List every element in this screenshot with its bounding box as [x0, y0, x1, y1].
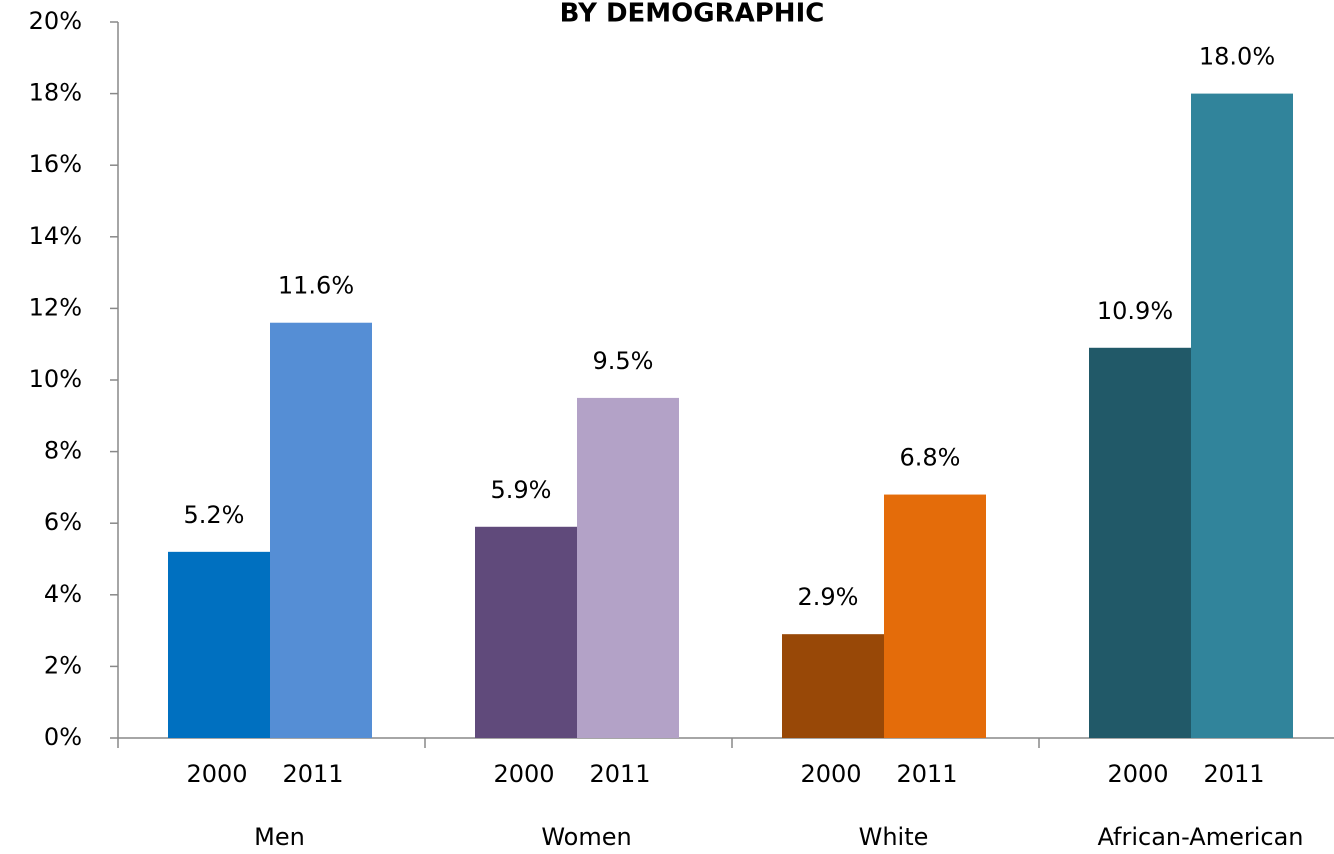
- y-tick-label: 18%: [29, 79, 82, 107]
- sub-category-label: 2011: [282, 760, 343, 788]
- category-label: Men: [254, 823, 305, 851]
- y-tick-label: 12%: [29, 293, 82, 321]
- bar: [1089, 347, 1191, 738]
- value-label: 10.9%: [1097, 297, 1173, 325]
- sub-category-label: 2000: [1107, 760, 1168, 788]
- bar: [577, 397, 679, 738]
- category-label: African-American: [1097, 823, 1303, 851]
- y-tick-label: 0%: [44, 723, 82, 751]
- chart-title: BY DEMOGRAPHIC: [560, 0, 825, 29]
- y-tick-label: 6%: [44, 508, 82, 536]
- value-label: 5.9%: [491, 476, 552, 504]
- y-tick-label: 14%: [29, 222, 82, 250]
- bar: [1191, 93, 1293, 739]
- y-tick-label: 20%: [29, 7, 82, 35]
- sub-category-label: 2000: [800, 760, 861, 788]
- sub-category-label: 2011: [896, 760, 957, 788]
- bar: [168, 551, 270, 738]
- bar: [270, 322, 372, 738]
- sub-category-label: 2000: [493, 760, 554, 788]
- value-label: 2.9%: [798, 583, 859, 611]
- bar: [884, 494, 986, 738]
- sub-category-label: 2011: [1203, 760, 1264, 788]
- value-label: 9.5%: [593, 347, 654, 375]
- y-tick-label: 2%: [44, 651, 82, 679]
- value-label: 18.0%: [1199, 43, 1275, 71]
- category-label: Women: [541, 823, 631, 851]
- category-label: White: [859, 823, 929, 851]
- y-tick-label: 8%: [44, 437, 82, 465]
- sub-category-label: 2000: [186, 760, 247, 788]
- bar: [475, 526, 577, 738]
- bar: [782, 634, 884, 738]
- y-tick-label: 4%: [44, 580, 82, 608]
- y-tick-label: 16%: [29, 150, 82, 178]
- value-label: 11.6%: [278, 272, 354, 300]
- value-label: 6.8%: [900, 444, 961, 472]
- sub-category-label: 2011: [589, 760, 650, 788]
- y-tick-label: 10%: [29, 365, 82, 393]
- value-label: 5.2%: [184, 501, 245, 529]
